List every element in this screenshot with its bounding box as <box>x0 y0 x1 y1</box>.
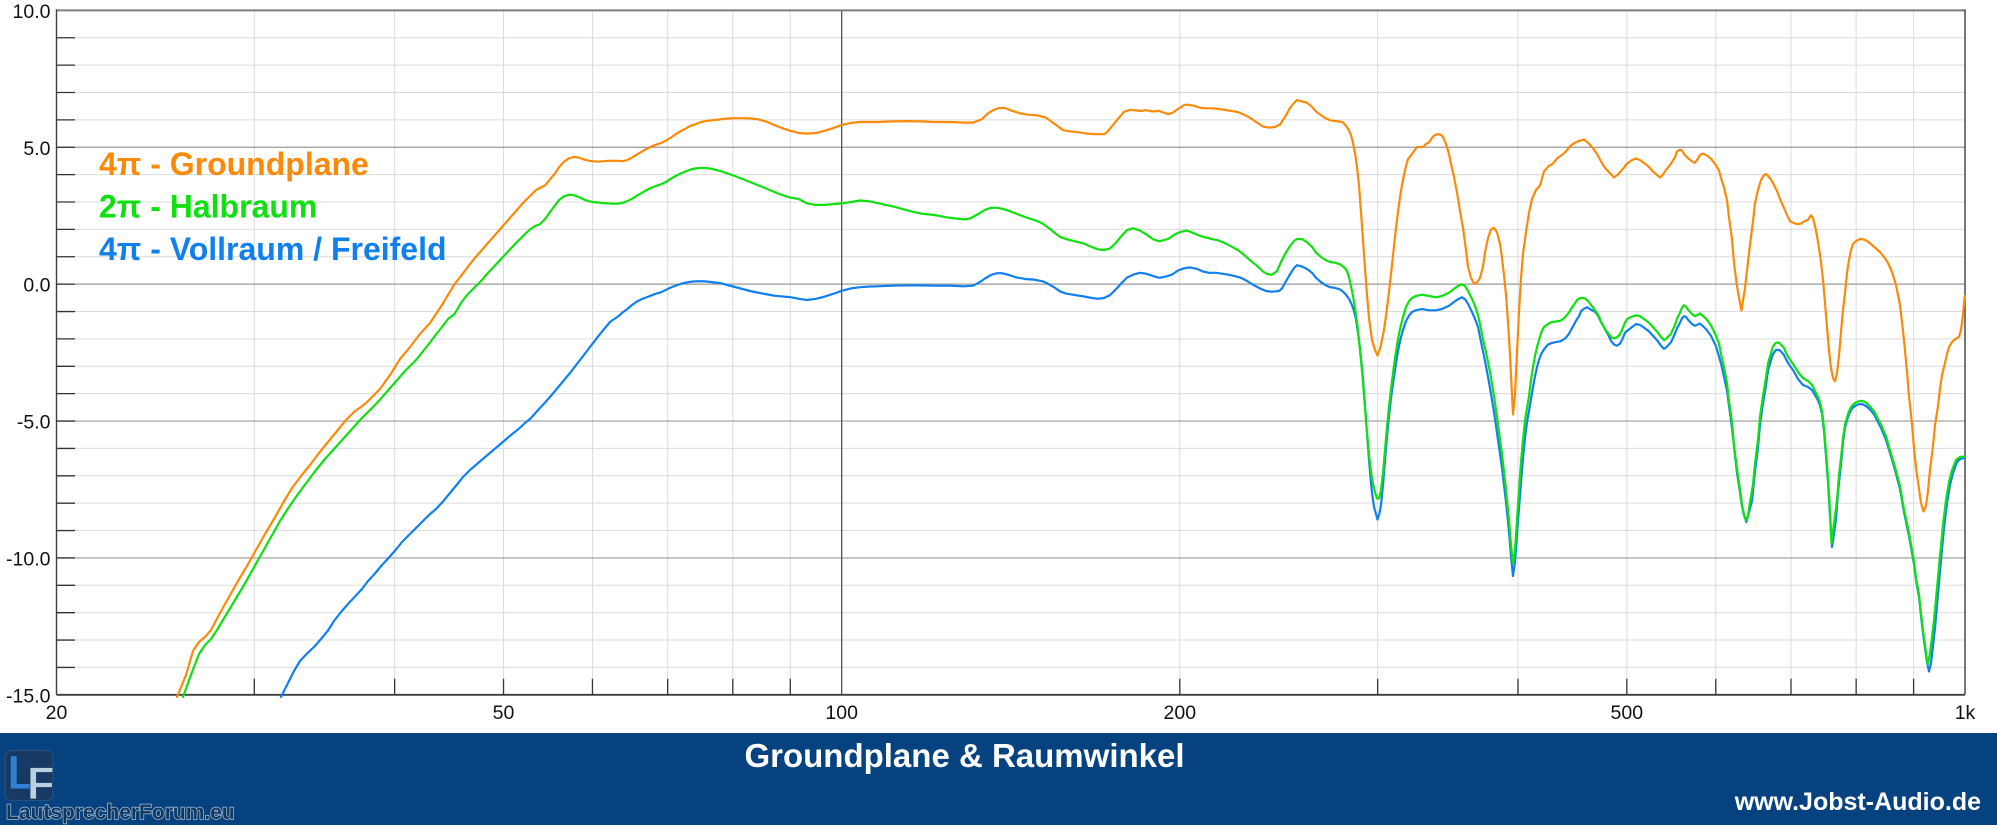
svg-text:-15.0: -15.0 <box>6 685 51 707</box>
svg-text:100: 100 <box>825 702 858 724</box>
svg-text:-10.0: -10.0 <box>6 548 51 570</box>
svg-text:F: F <box>27 758 55 809</box>
svg-text:4π - Groundplane: 4π - Groundplane <box>99 146 369 182</box>
svg-text:5.0: 5.0 <box>23 138 50 160</box>
svg-text:0.0: 0.0 <box>23 275 50 297</box>
svg-text:LautsprecherForum.eu: LautsprecherForum.eu <box>6 801 235 824</box>
svg-text:20: 20 <box>46 702 68 724</box>
svg-text:1k: 1k <box>1955 702 1976 724</box>
svg-text:4π - Vollraum / Freifeld: 4π - Vollraum / Freifeld <box>99 231 447 267</box>
svg-text:10.0: 10.0 <box>13 1 51 23</box>
svg-text:200: 200 <box>1164 702 1197 724</box>
svg-text:L: L <box>7 747 36 800</box>
svg-text:50: 50 <box>493 702 515 724</box>
svg-text:500: 500 <box>1611 702 1644 724</box>
svg-text:2π - Halbraum: 2π - Halbraum <box>99 189 317 225</box>
svg-text:www.Jobst-Audio.de: www.Jobst-Audio.de <box>1734 788 1981 816</box>
svg-text:Groundplane & Raumwinkel: Groundplane & Raumwinkel <box>744 737 1184 774</box>
svg-text:-5.0: -5.0 <box>17 412 51 434</box>
